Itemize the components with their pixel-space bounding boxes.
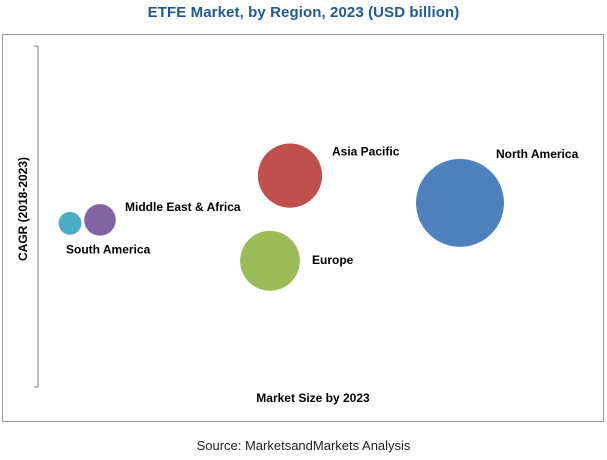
y-axis-label: CAGR (2018-2023) — [16, 157, 30, 261]
bubble-label-middle-east-africa: Middle East & Africa — [125, 200, 241, 214]
bubble-label-europe: Europe — [312, 253, 354, 267]
bubble-middle-east-africa — [84, 204, 116, 236]
bubble-chart: CAGR (2018-2023) Market Size by 2023 Nor… — [16, 45, 579, 405]
bubble-asia-pacific — [257, 143, 323, 208]
chart-title: ETFE Market, by Region, 2023 (USD billio… — [147, 4, 460, 21]
bubble-south-america — [58, 211, 82, 235]
source-note: Source: MarketsandMarkets Analysis — [196, 438, 411, 453]
bubble-layer: North America Asia Pacific Europe Middle Ea… — [58, 143, 579, 291]
bubble-label-south-america: South America — [66, 242, 151, 256]
chart-frame — [2, 34, 604, 422]
bubble-label-asia-pacific: Asia Pacific — [332, 145, 400, 159]
bubble-label-north-america: North America — [496, 147, 579, 161]
x-axis-label: Market Size by 2023 — [256, 391, 370, 405]
bubble-north-america — [416, 158, 504, 247]
bubble-europe — [240, 230, 300, 291]
